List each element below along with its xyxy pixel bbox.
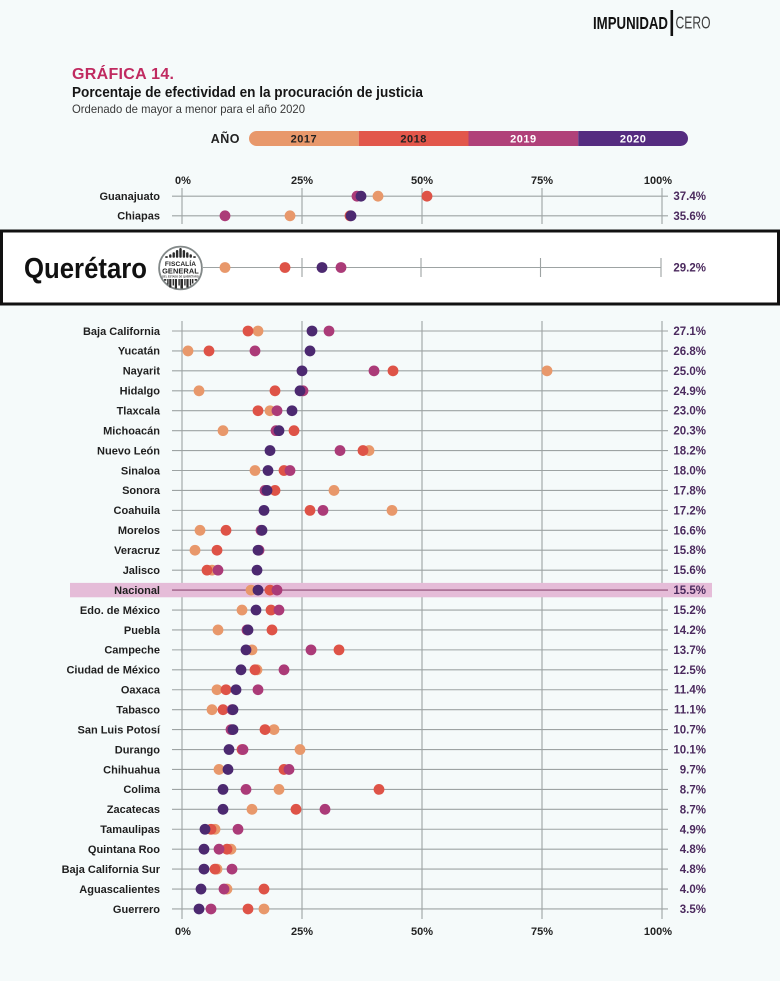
svg-text:Porcentaje de efectividad en l: Porcentaje de efectividad en la procurac… [72,85,424,101]
svg-text:100%: 100% [644,175,672,187]
svg-text:Sonora: Sonora [122,485,161,497]
svg-text:4.9%: 4.9% [680,824,706,836]
svg-text:2017: 2017 [291,134,317,146]
svg-text:13.7%: 13.7% [673,645,706,657]
svg-text:Guanajuato: Guanajuato [99,191,160,203]
svg-text:15.8%: 15.8% [673,545,706,557]
svg-text:FISCALÍA: FISCALÍA [165,259,196,268]
svg-text:Guerrero: Guerrero [113,904,160,916]
svg-text:San Luis Potosí: San Luis Potosí [77,724,160,736]
svg-text:14.2%: 14.2% [673,625,706,637]
svg-text:Nuevo León: Nuevo León [97,445,160,457]
svg-text:2020: 2020 [620,134,646,146]
svg-text:Chihuahua: Chihuahua [103,764,161,776]
svg-text:4.8%: 4.8% [680,844,706,856]
svg-text:Durango: Durango [115,744,161,756]
svg-text:37.4%: 37.4% [673,191,706,203]
svg-text:Tamaulipas: Tamaulipas [100,824,160,836]
svg-text:4.0%: 4.0% [680,884,706,896]
svg-text:0%: 0% [175,175,191,187]
svg-text:25%: 25% [291,926,313,938]
svg-text:75%: 75% [531,926,553,938]
svg-text:75%: 75% [531,175,553,187]
svg-text:DEL ESTADO DE QUERÉTARO: DEL ESTADO DE QUERÉTARO [162,275,199,278]
svg-text:4.8%: 4.8% [680,864,706,876]
svg-text:Aguascalientes: Aguascalientes [79,884,160,896]
svg-text:18.2%: 18.2% [673,446,706,458]
svg-text:8.7%: 8.7% [680,804,706,816]
svg-text:8.7%: 8.7% [680,784,706,796]
svg-text:Puebla: Puebla [124,625,161,637]
svg-text:GRÁFICA 14.: GRÁFICA 14. [72,64,174,83]
svg-text:29.2%: 29.2% [673,263,706,275]
svg-text:Querétaro: Querétaro [24,253,147,285]
svg-text:Ordenado de mayor a menor para: Ordenado de mayor a menor para el año 20… [72,102,305,116]
svg-text:Baja California Sur: Baja California Sur [62,864,161,876]
svg-text:15.6%: 15.6% [673,565,706,577]
svg-text:Yucatán: Yucatán [118,346,160,358]
svg-text:17.8%: 17.8% [673,485,706,497]
svg-text:15.2%: 15.2% [673,605,706,617]
svg-text:23.0%: 23.0% [673,406,706,418]
svg-text:Nacional: Nacional [114,585,160,597]
svg-text:Hidalgo: Hidalgo [120,386,161,398]
svg-text:Nayarit: Nayarit [123,366,161,378]
svg-text:Baja California: Baja California [83,326,161,338]
svg-text:GENERAL: GENERAL [162,267,199,276]
svg-text:Ciudad de México: Ciudad de México [66,665,160,677]
svg-text:Veracruz: Veracruz [114,545,160,557]
svg-text:24.9%: 24.9% [673,386,706,398]
svg-text:Oaxaca: Oaxaca [121,685,161,697]
svg-text:100%: 100% [644,926,672,938]
svg-text:Quintana Roo: Quintana Roo [88,844,160,856]
svg-text:Michoacán: Michoacán [103,425,160,437]
svg-text:11.1%: 11.1% [674,705,706,717]
svg-text:9.7%: 9.7% [680,764,706,776]
svg-text:27.1%: 27.1% [673,326,706,338]
svg-text:AÑO: AÑO [211,131,240,146]
svg-text:15.5%: 15.5% [673,585,706,597]
svg-text:10.1%: 10.1% [673,745,706,757]
svg-text:2018: 2018 [400,134,426,146]
svg-text:0%: 0% [175,926,191,938]
svg-text:20.3%: 20.3% [673,426,706,438]
svg-text:16.6%: 16.6% [673,525,706,537]
svg-text:Morelos: Morelos [118,525,160,537]
svg-text:Sinaloa: Sinaloa [121,465,161,477]
svg-text:25%: 25% [291,175,313,187]
svg-text:17.2%: 17.2% [673,505,706,517]
svg-text:25.0%: 25.0% [673,366,706,378]
svg-text:CERO: CERO [676,13,711,33]
svg-text:IMPUNIDAD: IMPUNIDAD [593,13,668,33]
svg-text:Tlaxcala: Tlaxcala [117,406,161,418]
svg-text:3.5%: 3.5% [680,904,706,916]
svg-text:2019: 2019 [510,134,536,146]
svg-text:11.4%: 11.4% [674,685,706,697]
svg-text:18.0%: 18.0% [673,466,706,478]
svg-text:50%: 50% [411,175,433,187]
svg-text:Jalisco: Jalisco [123,565,161,577]
svg-text:Coahuila: Coahuila [114,505,161,517]
svg-text:Tabasco: Tabasco [116,704,160,716]
svg-text:Chiapas: Chiapas [117,211,160,223]
svg-text:Campeche: Campeche [104,645,160,657]
svg-text:Zacatecas: Zacatecas [107,804,160,816]
svg-text:26.8%: 26.8% [673,346,706,358]
svg-text:Edo. de México: Edo. de México [80,605,160,617]
svg-text:50%: 50% [411,926,433,938]
svg-text:10.7%: 10.7% [673,725,706,737]
svg-text:12.5%: 12.5% [673,665,706,677]
svg-text:35.6%: 35.6% [673,211,706,223]
svg-text:Colima: Colima [123,784,161,796]
